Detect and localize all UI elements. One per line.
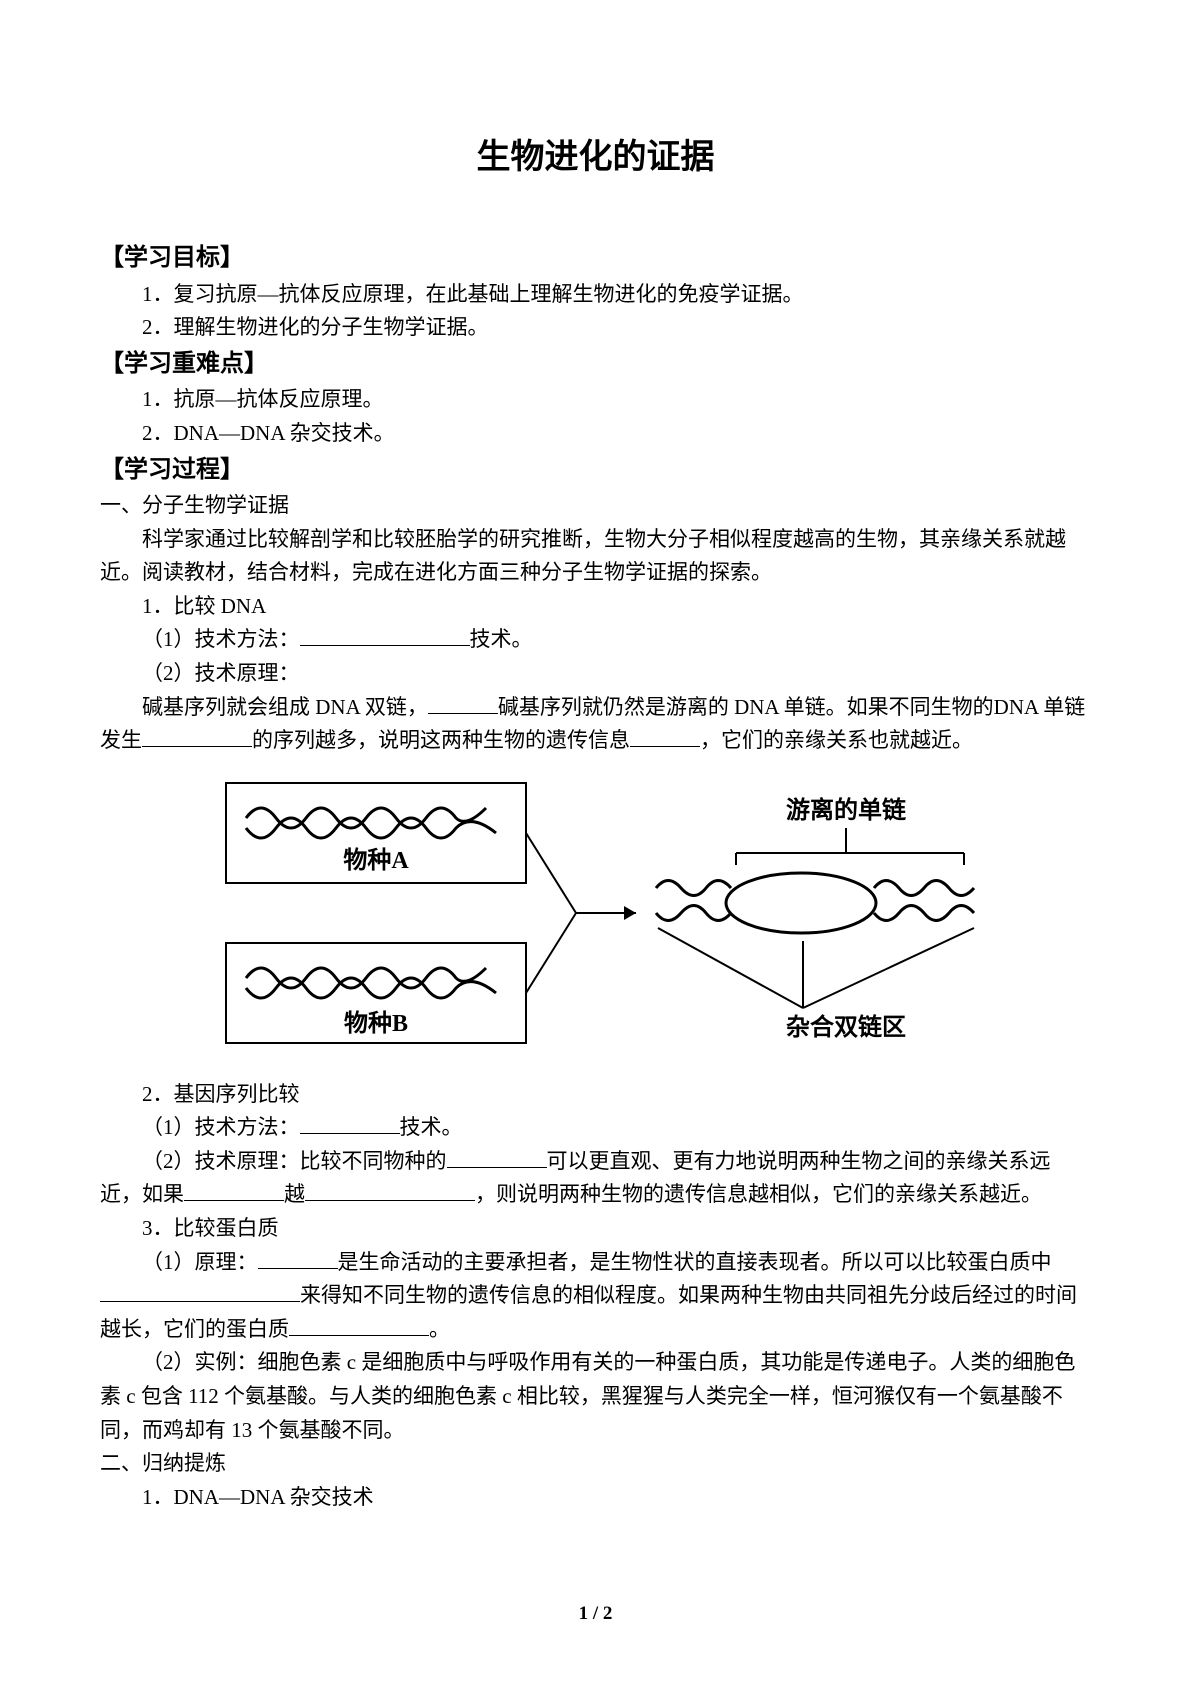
- blank-field: [300, 624, 470, 646]
- item1-title: 1．比较 DNA: [100, 590, 1091, 624]
- part1-intro: 科学家通过比较解剖学和比较胚胎学的研究推断，生物大分子相似程度越高的生物，其亲缘…: [100, 523, 1091, 590]
- item1-line2: （2）技术原理：: [100, 657, 1091, 691]
- blank-field: [300, 1112, 400, 1134]
- diagram-label-hybrid-zone: 杂合双链区: [786, 1013, 906, 1041]
- item2-line2c: 越: [284, 1182, 305, 1206]
- difficulty-item-1: 1．抗原—抗体反应原理。: [100, 383, 1091, 417]
- item3-title: 3．比较蛋白质: [100, 1212, 1091, 1246]
- item3-line1a: （1）原理：: [142, 1250, 258, 1274]
- blank-field: [184, 1179, 284, 1201]
- blank-field: [289, 1314, 429, 1336]
- item1-line3: 碱基序列就会组成 DNA 双链，碱基序列就仍然是游离的 DNA 单链。如果不同生…: [100, 691, 1091, 758]
- blank-field: [100, 1280, 300, 1302]
- blank-field: [630, 725, 700, 747]
- item1-line1a: （1）技术方法：: [142, 627, 300, 651]
- item3-line1d: 。: [429, 1317, 450, 1341]
- section-process-heading: 【学习过程】: [100, 451, 1091, 489]
- section-objectives-heading: 【学习目标】: [100, 239, 1091, 277]
- blank-field: [258, 1247, 338, 1269]
- item3-line1b: 是生命活动的主要承担者，是生物性状的直接表现者。所以可以比较蛋白质中: [338, 1250, 1052, 1274]
- item2-line2d: ，则说明两种生物的遗传信息越相似，它们的亲缘关系越近。: [475, 1182, 1042, 1206]
- document-title: 生物进化的证据: [100, 130, 1091, 184]
- item2-line1: （1）技术方法： 技术。: [100, 1111, 1091, 1145]
- part2-item1: 1．DNA—DNA 杂交技术: [100, 1481, 1091, 1515]
- item2-line1a: （1）技术方法：: [142, 1115, 300, 1139]
- page-footer: 1 / 2: [0, 1599, 1191, 1629]
- part1-title: 一、分子生物学证据: [100, 489, 1091, 523]
- item2-line2a: （2）技术原理：比较不同物种的: [142, 1149, 447, 1173]
- item2-line1b: 技术。: [400, 1115, 463, 1139]
- blank-field: [305, 1179, 475, 1201]
- item3-line1: （1）原理： 是生命活动的主要承担者，是生物性状的直接表现者。所以可以比较蛋白质中…: [100, 1246, 1091, 1347]
- item1-line3a: 碱基序列就会组成 DNA 双链，: [142, 695, 428, 719]
- dna-hybrid-diagram: 物种A 物种B 游离的单链 杂合双链区: [100, 773, 1091, 1063]
- section-difficulties-heading: 【学习重难点】: [100, 345, 1091, 383]
- item2-title: 2．基因序列比较: [100, 1078, 1091, 1112]
- diagram-label-free-strand: 游离的单链: [786, 796, 907, 824]
- blank-field: [142, 725, 252, 747]
- item1-line1b: 技术。: [470, 627, 533, 651]
- blank-field: [428, 692, 498, 714]
- difficulty-item-2: 2．DNA—DNA 杂交技术。: [100, 417, 1091, 451]
- blank-field: [447, 1146, 547, 1168]
- objective-item-1: 1．复习抗原—抗体反应原理，在此基础上理解生物进化的免疫学证据。: [100, 278, 1091, 312]
- diagram-label-speciesA: 物种A: [343, 847, 409, 874]
- item1-line3c: 的序列越多，说明这两种生物的遗传信息: [252, 728, 630, 752]
- item1-line1: （1）技术方法： 技术。: [100, 623, 1091, 657]
- item3-line2: （2）实例：细胞色素 c 是细胞质中与呼吸作用有关的一种蛋白质，其功能是传递电子…: [100, 1346, 1091, 1447]
- part2-title: 二、归纳提炼: [100, 1447, 1091, 1481]
- item2-line2: （2）技术原理：比较不同物种的可以更直观、更有力地说明两种生物之间的亲缘关系远近…: [100, 1145, 1091, 1212]
- objective-item-2: 2．理解生物进化的分子生物学证据。: [100, 311, 1091, 345]
- item1-line3d: ，它们的亲缘关系也就越近。: [700, 728, 973, 752]
- diagram-label-speciesB: 物种B: [343, 1010, 407, 1037]
